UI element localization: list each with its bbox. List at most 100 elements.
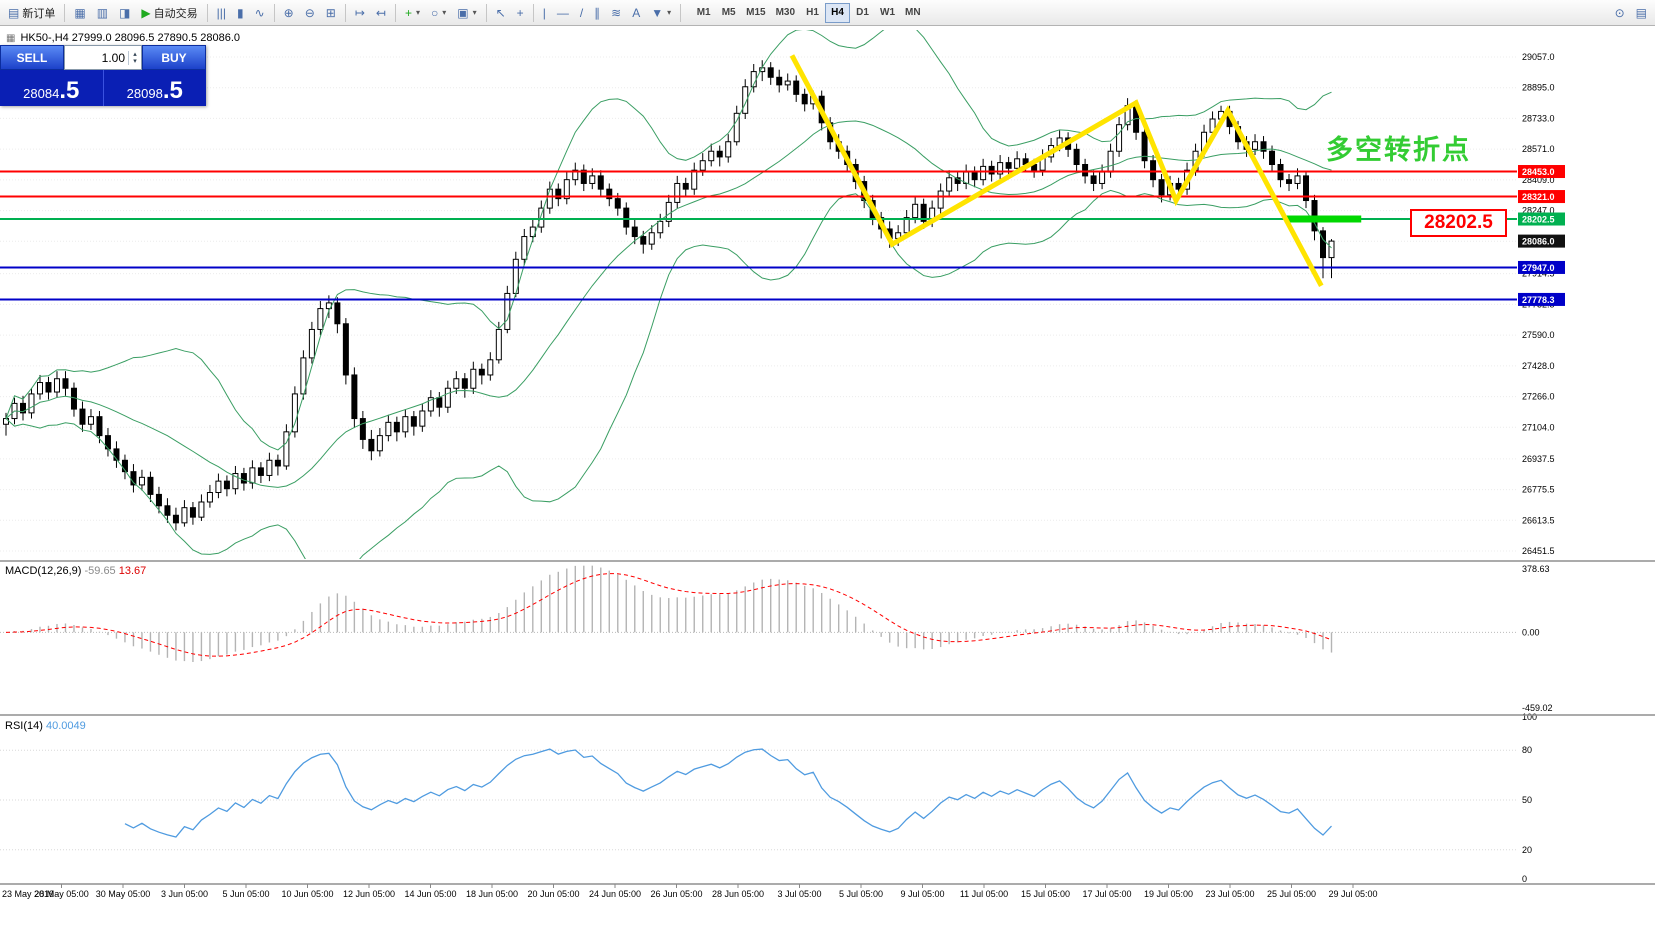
svg-text:5 Jul 05:00: 5 Jul 05:00 [839,889,883,899]
navigator-icon[interactable]: ◨ [114,2,135,24]
search-icon[interactable]: ⊙ [1610,2,1630,24]
text-label-icon[interactable]: A [627,2,645,24]
svg-text:378.63: 378.63 [1522,564,1550,574]
spinner-up-icon[interactable]: ▴ [133,50,137,58]
macd-main-value: -59.65 [84,565,116,577]
svg-text:28202.5: 28202.5 [1522,215,1555,225]
volume-value[interactable]: 1.00 [101,50,125,65]
new-order-button-label: 新订单 [22,7,56,20]
timeframe-w1-button[interactable]: W1 [875,3,900,23]
chart-shift-icon[interactable]: ↤ [371,2,391,24]
print-icon[interactable]: ▤ [1631,2,1652,24]
price-tag [1518,212,1565,226]
rsi-layer [0,748,1517,851]
period-icon[interactable]: ○ ▾ [426,2,451,24]
buy-button[interactable]: BUY [142,45,206,70]
price-tag [1518,292,1565,306]
svg-text:27590.0: 27590.0 [1522,330,1555,340]
horizontal-line-icon[interactable]: — [552,2,574,24]
candlestick-mode-icon[interactable]: ▮ [232,2,249,24]
zoom-in-icon-glyph: ⊕ [283,5,294,20]
chart-window-icon[interactable]: ▦ [69,2,90,24]
template-icon[interactable]: ▣ ▾ [452,2,481,24]
bar-chart-mode-icon-glyph: ||| [216,5,226,20]
new-order-glyph: ▤ [8,5,20,20]
svg-text:28895.0: 28895.0 [1522,83,1555,93]
chart-window-icon-glyph: ▦ [74,5,86,20]
vertical-line-icon-glyph: | [542,5,546,20]
bar-chart-mode-icon[interactable]: ||| [212,2,231,24]
svg-text:27778.3: 27778.3 [1522,295,1555,305]
zoom-out-icon[interactable]: ⊖ [300,2,320,24]
dropdown-arrow-icon[interactable]: ▾ [667,8,672,17]
bollinger-middle-band [5,120,1332,488]
trendline-icon-glyph: / [579,5,584,20]
svg-text:28453.0: 28453.0 [1522,167,1555,177]
auto-trading-button[interactable]: ▶ 自动交易 [136,2,202,24]
timeframe-m15-button[interactable]: M15 [741,3,770,23]
crosshair-icon-glyph: + [516,5,524,20]
buy-price-display: 28098.5 [102,70,207,106]
svg-text:28409.0: 28409.0 [1522,175,1555,185]
arrows-tool-icon[interactable]: ▼ ▾ [646,2,676,24]
chart-symbol-header: ▦ HK50-,H4 27999.0 28096.5 27890.5 28086… [6,32,240,44]
toolbar-separator [273,3,275,22]
svg-text:26 Jun 05:00: 26 Jun 05:00 [650,889,702,899]
rsi-line [124,748,1332,838]
svg-text:26775.5: 26775.5 [1522,485,1555,495]
text-label-icon-glyph: A [632,5,641,20]
timeframe-mn-button[interactable]: MN [900,3,926,23]
print-icon-glyph: ▤ [1635,5,1647,20]
chart-canvas[interactable]: 29057.0 28895.0 28733.0 28571.0 28409.0 28247… [0,26,1655,951]
rsi-indicator-label: RSI(14) 40.0049 [5,720,86,732]
timeframe-h4-button[interactable]: H4 [825,2,851,23]
new-order-button[interactable]: ▤ 新订单 [3,2,60,24]
add-indicator-icon[interactable]: + ▾ [400,2,425,24]
dropdown-arrow-icon[interactable]: ▾ [415,8,420,17]
trend-zigzag-line [789,54,1324,288]
channel-icon[interactable]: ∥ [589,2,605,24]
price-tag [1518,234,1565,248]
svg-text:29 Jul 05:00: 29 Jul 05:00 [1328,889,1377,899]
trendline-icon[interactable]: / [575,2,588,24]
channel-icon-glyph: ∥ [594,5,601,20]
cursor-icon[interactable]: ↖ [491,2,511,24]
timeframe-h1-button[interactable]: H1 [800,3,825,23]
volume-spinner[interactable]: 1.00 ▴ ▾ [64,45,142,70]
svg-text:18 Jun 05:00: 18 Jun 05:00 [466,889,518,899]
zoom-out-icon-glyph: ⊖ [304,5,315,20]
line-chart-mode-icon-glyph: ∿ [254,5,265,20]
auto-trading-glyph: ▶ [141,5,151,20]
toolbar-separator [206,3,208,22]
sell-price-main: 28084 [23,86,60,101]
auto-scroll-icon[interactable]: ↦ [350,2,370,24]
svg-text:23 May 2019: 23 May 2019 [2,889,54,899]
dropdown-arrow-icon[interactable]: ▾ [442,8,447,17]
sell-price-display: 28084.5 [0,70,103,106]
svg-text:29057.0: 29057.0 [1522,52,1555,62]
line-chart-mode-icon[interactable]: ∿ [250,2,270,24]
search-icon-glyph: ⊙ [1614,5,1625,20]
template-icon-glyph: ▣ [457,5,469,20]
tile-windows-icon[interactable]: ⊞ [321,2,341,24]
macd-signal-value: 13.67 [118,565,147,577]
crosshair-icon[interactable]: + [512,2,529,24]
timeframe-m5-button[interactable]: M5 [716,3,741,23]
macd-name: MACD(12,26,9) [5,565,82,577]
fibonacci-icon[interactable]: ≋ [606,2,626,24]
data-window-icon[interactable]: ▥ [92,2,113,24]
volume-spinner-arrows[interactable]: ▴ ▾ [128,50,141,65]
toolbar-separator [394,3,396,22]
price-tag [1518,165,1565,179]
timeframe-d1-button[interactable]: D1 [850,3,875,23]
vertical-line-icon[interactable]: | [538,2,551,24]
sell-button[interactable]: SELL [0,45,64,70]
price-tag [1518,260,1565,274]
spinner-down-icon[interactable]: ▾ [133,57,137,65]
timeframe-m30-button[interactable]: M30 [771,3,800,23]
dropdown-arrow-icon[interactable]: ▾ [472,8,477,17]
add-indicator-icon-glyph: + [404,5,412,20]
one-click-trading-panel: SELL 1.00 ▴ ▾ BUY 28084.5 28098.5 [0,45,206,106]
zoom-in-icon[interactable]: ⊕ [279,2,299,24]
timeframe-m1-button[interactable]: M1 [691,3,716,23]
